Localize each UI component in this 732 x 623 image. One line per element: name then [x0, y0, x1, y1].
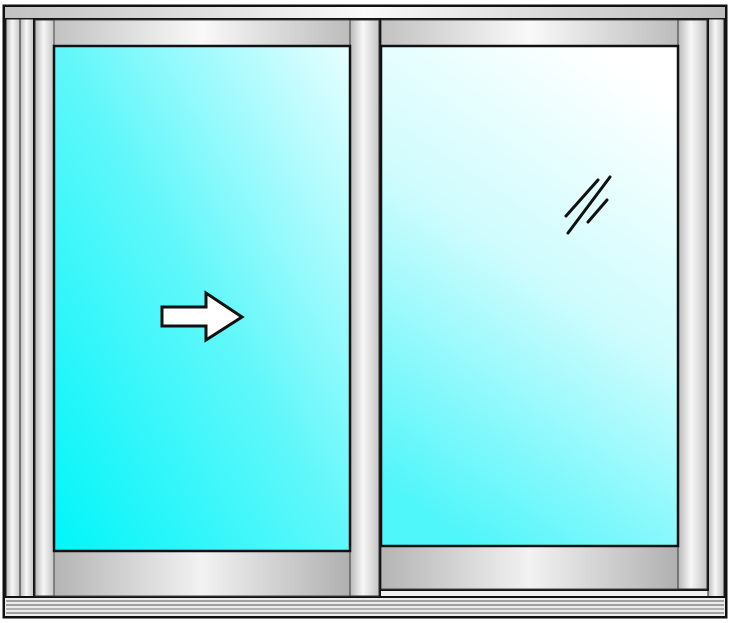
left-sash-left-stile	[34, 19, 55, 597]
frame-right-jamb-outer	[707, 18, 725, 598]
frame-head	[3, 5, 727, 20]
left-sash-top-rail	[53, 19, 351, 47]
right-sash-right-stile	[677, 19, 708, 590]
right-sash-bottom-rail	[380, 545, 679, 590]
left-glass-pane	[52, 44, 352, 553]
left-sash-bottom-rail	[53, 550, 351, 597]
left-sash	[33, 18, 381, 598]
frame-left-jamb-outer	[5, 18, 21, 598]
frame-sill	[3, 596, 727, 618]
arrow-right-icon	[160, 290, 245, 343]
frame-left-jamb-inner	[19, 18, 35, 598]
right-sash	[379, 18, 709, 591]
right-glass-pane	[379, 44, 680, 548]
left-sash-meeting-stile	[349, 19, 380, 597]
glass-reflection-icon	[564, 175, 612, 235]
right-sash-top-rail	[380, 19, 679, 47]
